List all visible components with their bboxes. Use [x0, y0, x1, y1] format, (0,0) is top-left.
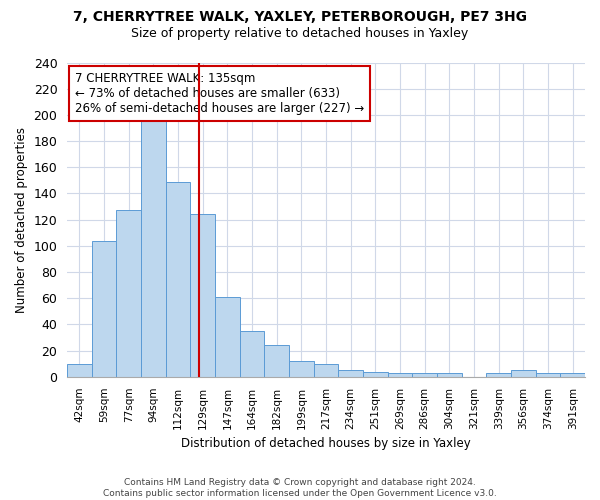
Bar [116, 210, 141, 377]
Bar [536, 373, 560, 377]
Bar [240, 331, 265, 377]
Bar [314, 364, 338, 377]
Bar [487, 373, 511, 377]
X-axis label: Distribution of detached houses by size in Yaxley: Distribution of detached houses by size … [181, 437, 471, 450]
Text: 7 CHERRYTREE WALK: 135sqm
← 73% of detached houses are smaller (633)
26% of semi: 7 CHERRYTREE WALK: 135sqm ← 73% of detac… [75, 72, 364, 115]
Bar [388, 373, 412, 377]
Bar [141, 116, 166, 377]
Text: Contains HM Land Registry data © Crown copyright and database right 2024.
Contai: Contains HM Land Registry data © Crown c… [103, 478, 497, 498]
Bar [289, 361, 314, 377]
Bar [363, 372, 388, 377]
Bar [511, 370, 536, 377]
Bar [437, 373, 462, 377]
Text: Size of property relative to detached houses in Yaxley: Size of property relative to detached ho… [131, 28, 469, 40]
Bar [412, 373, 437, 377]
Bar [166, 182, 190, 377]
Bar [560, 373, 585, 377]
Y-axis label: Number of detached properties: Number of detached properties [15, 126, 28, 312]
Bar [67, 364, 92, 377]
Bar [265, 346, 289, 377]
Bar [92, 240, 116, 377]
Bar [215, 297, 240, 377]
Text: 7, CHERRYTREE WALK, YAXLEY, PETERBOROUGH, PE7 3HG: 7, CHERRYTREE WALK, YAXLEY, PETERBOROUGH… [73, 10, 527, 24]
Bar [338, 370, 363, 377]
Bar [190, 214, 215, 377]
